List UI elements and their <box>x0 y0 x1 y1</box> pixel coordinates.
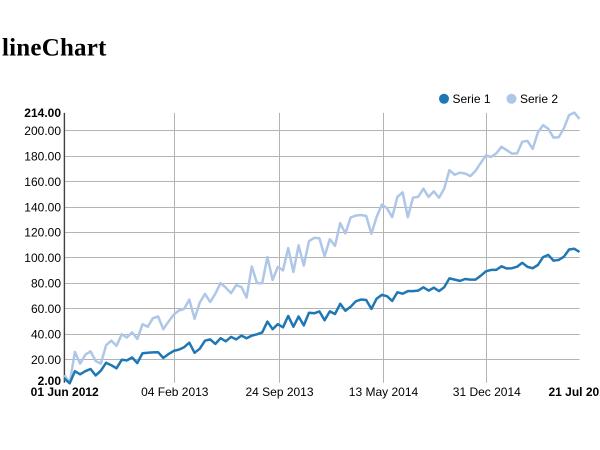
svg-text:80.00: 80.00 <box>31 277 61 291</box>
svg-text:2.00: 2.00 <box>38 374 62 388</box>
svg-text:31 Dec 2014: 31 Dec 2014 <box>453 385 521 399</box>
svg-text:Serie 2: Serie 2 <box>520 92 558 106</box>
svg-text:Serie 1: Serie 1 <box>453 92 491 106</box>
svg-text:lineChart: lineChart <box>2 35 107 62</box>
svg-text:60.00: 60.00 <box>31 302 61 316</box>
svg-text:20.00: 20.00 <box>31 353 61 367</box>
svg-text:140.00: 140.00 <box>24 200 61 214</box>
svg-text:13 May 2014: 13 May 2014 <box>349 385 419 399</box>
svg-text:40.00: 40.00 <box>31 328 61 342</box>
svg-text:200.00: 200.00 <box>24 124 61 138</box>
svg-text:04 Feb 2013: 04 Feb 2013 <box>141 385 209 399</box>
svg-text:180.00: 180.00 <box>24 149 61 163</box>
svg-text:160.00: 160.00 <box>24 175 61 189</box>
svg-text:21 Jul 2015: 21 Jul 2015 <box>548 385 600 399</box>
svg-text:01 Jun 2012: 01 Jun 2012 <box>31 385 99 399</box>
svg-text:100.00: 100.00 <box>24 251 61 265</box>
svg-text:120.00: 120.00 <box>24 226 61 240</box>
svg-text:24 Sep 2013: 24 Sep 2013 <box>245 385 313 399</box>
svg-text:214.00: 214.00 <box>24 106 61 120</box>
